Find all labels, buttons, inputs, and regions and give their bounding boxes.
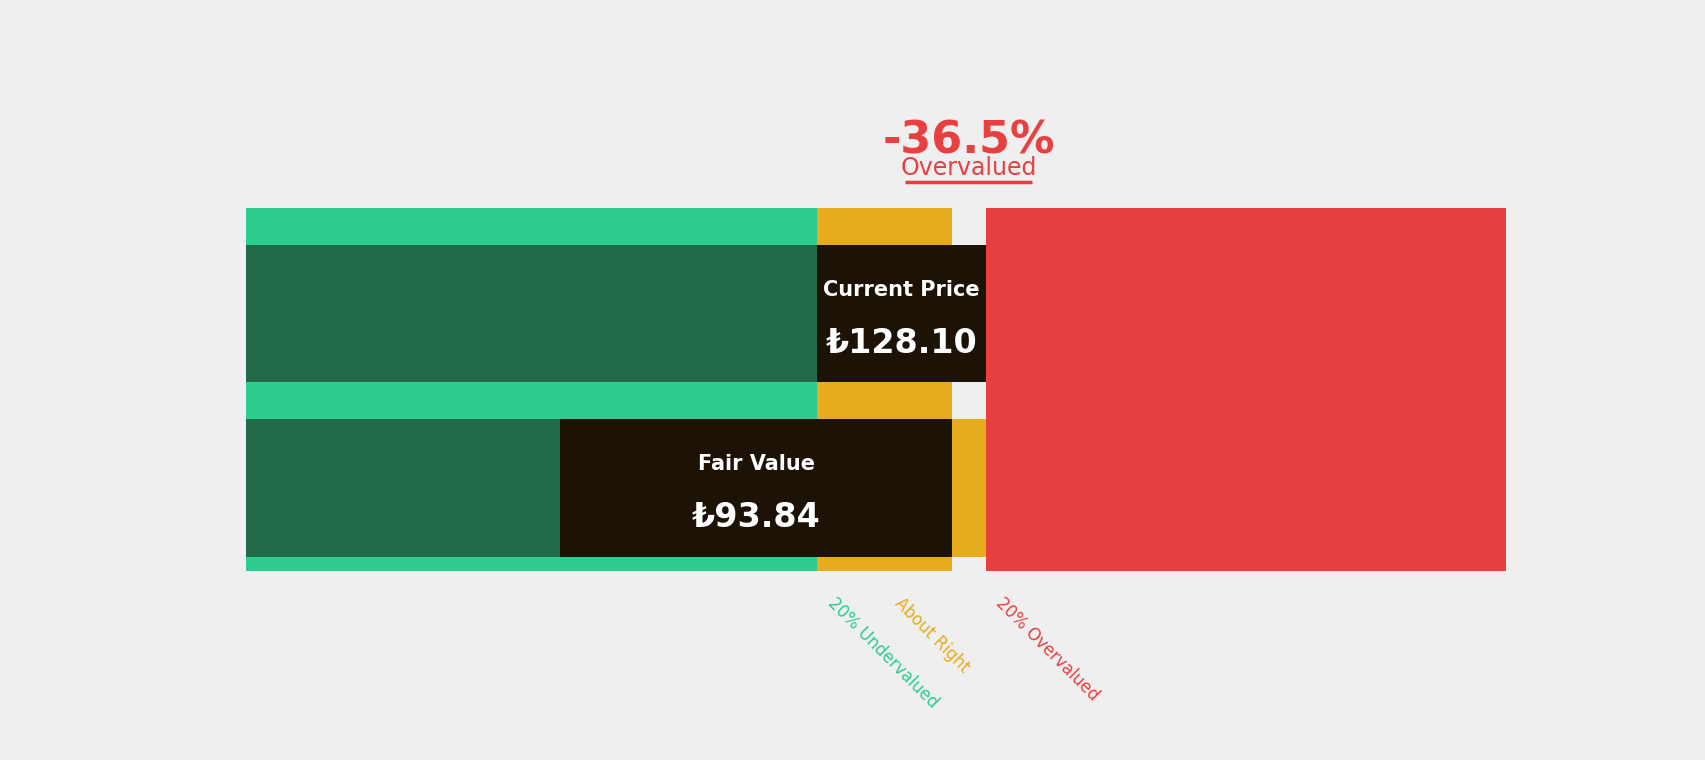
Text: ₺128.10: ₺128.10 [825, 328, 977, 360]
Bar [985, 556, 1506, 571]
Text: 20% Overvalued: 20% Overvalued [992, 594, 1101, 705]
Bar [951, 382, 985, 419]
Text: Overvalued: Overvalued [900, 157, 1037, 180]
Bar [985, 208, 1506, 245]
Bar [985, 245, 1506, 382]
Bar [951, 556, 985, 571]
Bar [246, 382, 817, 419]
Bar [246, 419, 817, 556]
Text: About Right: About Right [890, 594, 972, 676]
Bar [951, 419, 985, 556]
Text: -36.5%: -36.5% [881, 119, 1055, 163]
Text: Fair Value: Fair Value [697, 454, 813, 474]
Bar [559, 419, 951, 556]
Bar [817, 245, 985, 382]
Text: 20% Undervalued: 20% Undervalued [824, 594, 941, 712]
Bar [817, 419, 951, 556]
Bar [817, 556, 951, 571]
Bar [951, 245, 985, 382]
Bar [985, 419, 1506, 556]
Bar [817, 382, 951, 419]
Bar [246, 556, 817, 571]
Bar [246, 245, 817, 382]
Bar [246, 208, 817, 245]
Bar [817, 245, 951, 382]
Text: ₺93.84: ₺93.84 [691, 502, 820, 534]
Bar [951, 208, 985, 245]
Text: Current Price: Current Price [824, 280, 979, 300]
Bar [817, 208, 951, 245]
Bar [985, 382, 1506, 419]
